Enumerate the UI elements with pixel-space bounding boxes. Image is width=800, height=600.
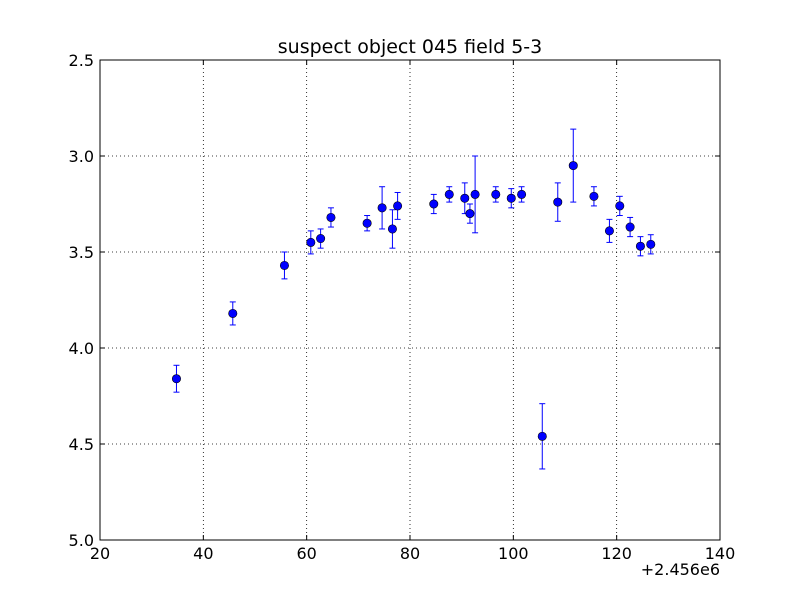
data-point — [491, 189, 501, 199]
data-point — [506, 193, 516, 203]
data-point — [316, 234, 326, 244]
data-point — [589, 191, 599, 201]
x-tick-label: 140 — [705, 544, 736, 563]
data-point — [635, 241, 645, 251]
data-point — [393, 201, 403, 211]
data-point — [387, 224, 397, 234]
data-point — [326, 212, 336, 222]
data-points — [171, 128, 656, 470]
data-point — [537, 431, 547, 441]
y-tick-label: 3.5 — [69, 243, 94, 262]
data-point — [465, 209, 475, 219]
x-tick-label: 20 — [90, 544, 110, 563]
x-tick-label: 100 — [498, 544, 529, 563]
axis-ticks: 20 40 60 80 100 120 140 2.5 3.0 3.5 4.0 4.5 5.0 — [69, 51, 736, 563]
grid-lines — [100, 60, 720, 540]
data-point — [517, 189, 527, 199]
x-tick-label: 40 — [193, 544, 213, 563]
y-tick-label: 4.0 — [69, 339, 94, 358]
data-point — [279, 260, 289, 270]
x-tick-label: 60 — [296, 544, 316, 563]
data-point — [646, 239, 656, 249]
y-tick-label: 3.0 — [69, 147, 94, 166]
chart-title: suspect object 045 field 5-3 — [278, 36, 543, 58]
data-point — [444, 189, 454, 199]
data-point — [228, 308, 238, 318]
data-point — [615, 201, 625, 211]
x-axis-offset-label: +2.456e6 — [641, 560, 720, 579]
data-point — [625, 222, 635, 232]
y-tick-label: 5.0 — [69, 531, 94, 550]
data-point — [429, 199, 439, 209]
y-tick-label: 2.5 — [69, 51, 94, 70]
y-tick-label: 4.5 — [69, 435, 94, 454]
x-tick-label: 120 — [601, 544, 632, 563]
data-point — [470, 189, 480, 199]
data-point — [377, 203, 387, 213]
x-tick-label: 80 — [400, 544, 420, 563]
data-point — [604, 226, 614, 236]
data-point — [171, 374, 181, 384]
data-point — [553, 197, 563, 207]
data-point — [568, 161, 578, 171]
data-point — [362, 218, 372, 228]
data-point — [460, 193, 470, 203]
data-point — [306, 237, 316, 247]
